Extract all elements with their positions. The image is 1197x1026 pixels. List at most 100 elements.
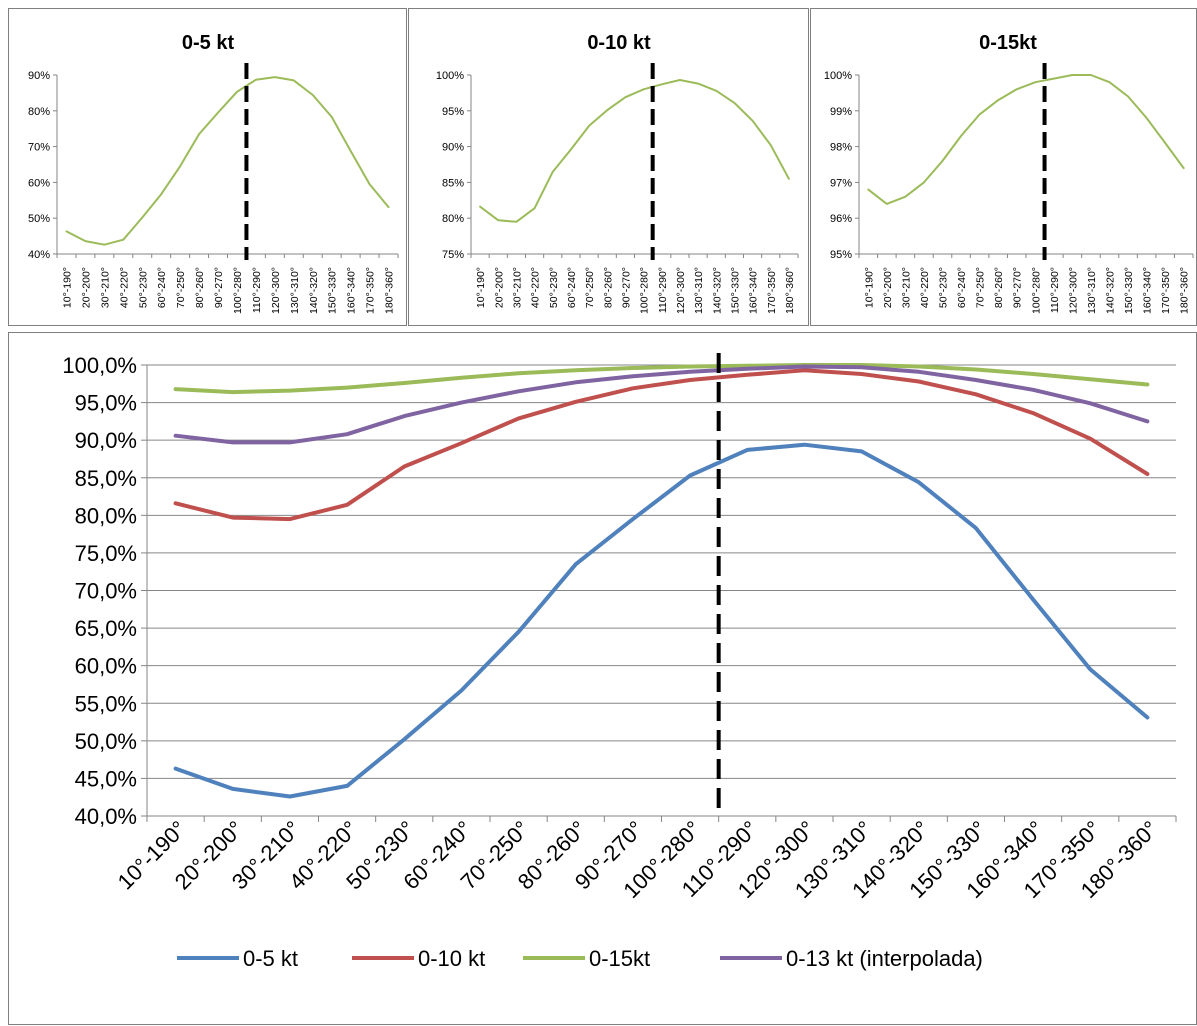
y-tick-label: 90%	[442, 142, 464, 154]
y-tick-label: 45,0%	[75, 766, 137, 791]
x-tick-label: 120°-300°	[270, 267, 282, 314]
legend-label: 0-13 kt (interpolada)	[786, 946, 983, 971]
x-tick-label: 140°-320°	[1105, 267, 1117, 314]
x-tick-label: 160°-340°	[748, 267, 760, 314]
x-tick-label: 120°-300°	[675, 267, 687, 314]
x-tick-label: 10°-190°	[863, 267, 875, 308]
y-tick-label: 97%	[830, 177, 852, 189]
y-tick-label: 75%	[442, 249, 464, 261]
x-tick-label: 80°-260°	[194, 267, 206, 308]
x-tick-label: 80°-260°	[602, 267, 614, 308]
x-tick-label: 20°-200°	[882, 267, 894, 308]
x-tick-label: 130°-310°	[1086, 267, 1098, 314]
y-tick-label: 80%	[442, 213, 464, 225]
x-tick-label: 60°-240°	[956, 267, 968, 308]
y-tick-label: 55,0%	[75, 691, 137, 716]
x-tick-label: 60°-240°	[156, 267, 168, 308]
y-tick-label: 100%	[824, 70, 852, 82]
y-tick-label: 98%	[830, 142, 852, 154]
legend-label: 0-15kt	[589, 946, 650, 971]
x-tick-label: 180°-360°	[384, 267, 396, 314]
y-tick-label: 60%	[28, 177, 50, 189]
legend-label: 0-5 kt	[243, 946, 298, 971]
y-tick-label: 40%	[28, 249, 50, 261]
x-tick-label: 140°-320°	[308, 267, 320, 314]
x-tick-label: 90°-270°	[213, 267, 225, 308]
x-tick-label: 150°-330°	[729, 267, 741, 314]
y-tick-label: 40,0%	[75, 804, 137, 829]
x-tick-label: 160°-340°	[1142, 267, 1154, 314]
x-tick-label: 150°-330°	[327, 267, 339, 314]
x-tick-label: 40°-220°	[118, 267, 130, 308]
y-tick-label: 50,0%	[75, 729, 137, 754]
series-line-0-5-kt	[67, 77, 389, 245]
x-tick-label: 40°-220°	[530, 267, 542, 308]
x-tick-label: 10°-190°	[475, 267, 487, 308]
y-tick-label: 96%	[830, 213, 852, 225]
x-tick-label: 140°-320°	[711, 267, 723, 314]
y-tick-label: 90%	[28, 70, 50, 82]
x-tick-label: 100°-280°	[1030, 267, 1042, 314]
x-tick-label: 110°-290°	[657, 267, 669, 313]
y-tick-label: 95%	[830, 249, 852, 261]
chart-title: 0-5 kt	[182, 32, 235, 54]
x-tick-label: 60°-240°	[566, 267, 578, 308]
series-line-0-15kt	[176, 365, 1148, 392]
chart-panel-0-15kt: 0-15kt 100% 99% 98% 97% 96% 95% 10°-190° 20°-200…	[810, 8, 1197, 326]
chart-0-10kt: 0-10 kt 100% 95% 90% 85% 80% 75% 10°-190° 20°-20…	[409, 9, 810, 327]
y-tick-label: 95%	[442, 106, 464, 118]
chart-panel-0-10kt: 0-10 kt 100% 95% 90% 85% 80% 75% 10°-190° 20°-20…	[408, 8, 809, 326]
x-tick-label: 90°-270°	[1012, 267, 1024, 308]
y-tick-label: 50%	[28, 213, 50, 225]
x-tick-label: 120°-300°	[1067, 267, 1079, 314]
chart-panel-combined: 100,0%95,0%90,0%85,0%80,0%75,0%70,0%65,0…	[8, 332, 1197, 1025]
chart-0-5kt: 0-5 kt 90% 80% 70% 60% 50% 40% 10°-190° 20°-200°…	[9, 9, 408, 327]
x-tick-label: 20°-200°	[80, 267, 92, 308]
x-tick-label: 130°-310°	[289, 267, 301, 314]
x-tick-label: 170°-350°	[365, 267, 377, 314]
y-tick-label: 95,0%	[75, 391, 137, 416]
x-tick-label: 160°-340°	[346, 267, 358, 314]
y-tick-label: 80,0%	[75, 503, 137, 528]
chart-combined: 100,0%95,0%90,0%85,0%80,0%75,0%70,0%65,0…	[9, 333, 1197, 1026]
x-tick-label: 70°-250°	[975, 267, 987, 308]
x-tick-label: 70°-250°	[175, 267, 187, 308]
y-tick-label: 80%	[28, 106, 50, 118]
x-tick-label: 50°-230°	[548, 267, 560, 308]
x-tick-label: 110°-290°	[251, 267, 263, 313]
y-tick-label: 60,0%	[75, 654, 137, 679]
chart-0-15kt: 0-15kt 100% 99% 98% 97% 96% 95% 10°-190° 20°-200…	[811, 9, 1197, 327]
x-tick-label: 170°-350°	[1160, 267, 1172, 314]
x-tick-label: 30°-210°	[99, 267, 111, 308]
y-tick-label: 99%	[830, 106, 852, 118]
x-tick-label: 100°-280°	[232, 267, 244, 314]
x-tick-label: 180°-360°	[784, 267, 796, 314]
x-tick-label: 30°-210°	[900, 267, 912, 308]
y-tick-label: 70,0%	[75, 579, 137, 604]
x-tick-label: 180°-360°	[1179, 267, 1191, 314]
x-tick-label: 130°-310°	[693, 267, 705, 314]
y-tick-label: 65,0%	[75, 616, 137, 641]
y-tick-label: 85,0%	[75, 466, 137, 491]
chart-panel-0-5kt: 0-5 kt 90% 80% 70% 60% 50% 40% 10°-190° 20°-200°…	[8, 8, 407, 326]
legend-label: 0-10 kt	[418, 946, 485, 971]
x-tick-label: 10°-190°	[61, 267, 73, 308]
x-tick-label: 50°-230°	[938, 267, 950, 308]
y-tick-label: 100%	[436, 70, 464, 82]
x-tick-label: 80°-260°	[993, 267, 1005, 308]
x-tick-label: 30°-210°	[511, 267, 523, 308]
chart-title: 0-15kt	[979, 32, 1037, 54]
x-tick-label: 90°-270°	[620, 267, 632, 308]
y-tick-label: 70%	[28, 142, 50, 154]
series-line-0-10-kt	[480, 80, 789, 222]
x-tick-label: 50°-230°	[137, 267, 149, 308]
x-tick-label: 150°-330°	[1123, 267, 1135, 314]
x-tick-label: 170°-350°	[766, 267, 778, 314]
x-tick-label: 110°-290°	[1049, 267, 1061, 313]
x-tick-label: 20°-200°	[493, 267, 505, 308]
x-tick-label: 40°-220°	[919, 267, 931, 308]
y-tick-label: 85%	[442, 177, 464, 189]
chart-title: 0-10 kt	[587, 32, 651, 54]
y-tick-label: 100,0%	[62, 353, 137, 378]
x-tick-label: 70°-250°	[584, 267, 596, 308]
